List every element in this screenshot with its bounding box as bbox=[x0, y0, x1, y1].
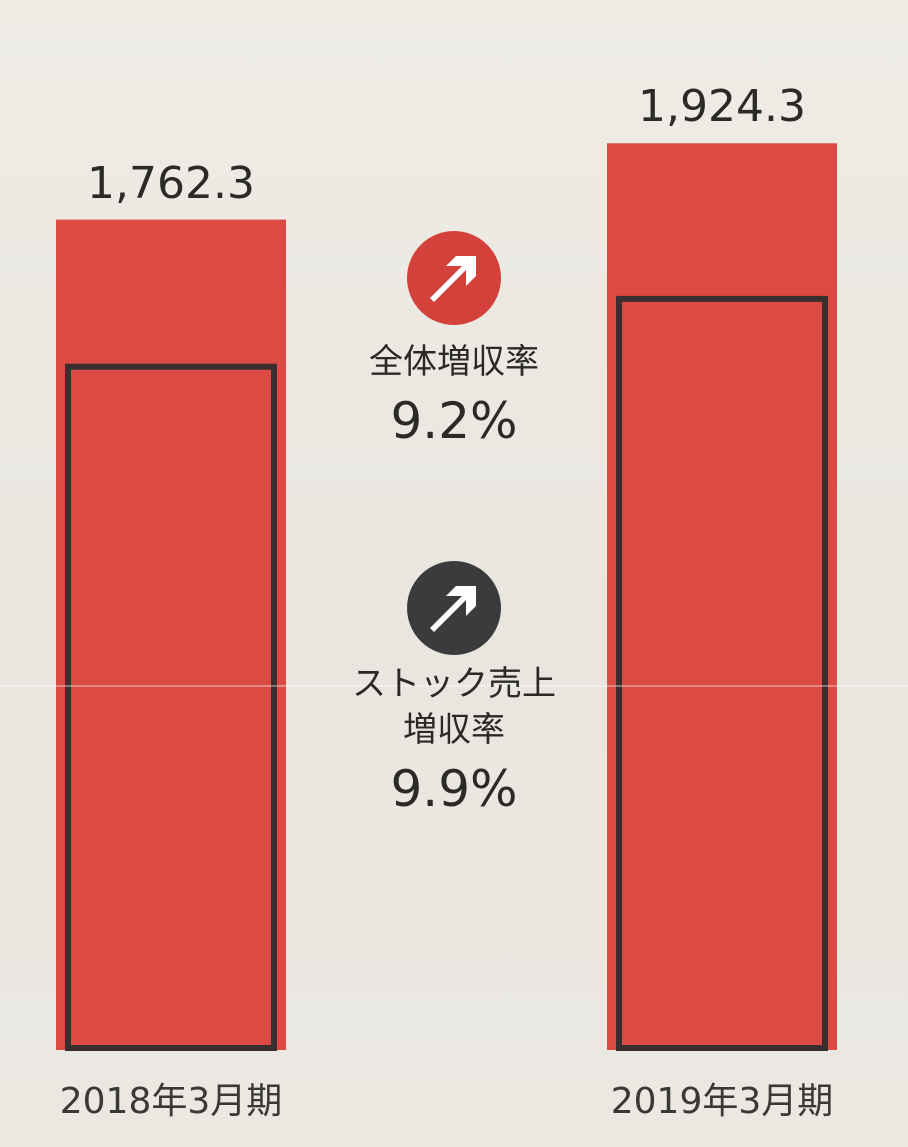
total-growth-label: 全体増収率 bbox=[369, 342, 539, 382]
stock-growth-value: 9.9% bbox=[390, 760, 518, 818]
bar-stock-segment-1 bbox=[616, 295, 828, 1051]
category-label-2019: 2019年3月期 bbox=[610, 1081, 834, 1122]
stock-growth-label-line-2: 増収率 bbox=[403, 710, 505, 750]
category-label-2018: 2018年3月期 bbox=[59, 1081, 283, 1122]
bar-stock-segment-0 bbox=[65, 363, 277, 1051]
arrow-up-right-icon bbox=[406, 230, 502, 326]
bar-total-label-2018: 1,762.3 bbox=[87, 157, 255, 209]
arrow-up-right-icon bbox=[406, 560, 502, 656]
total-growth-value: 9.2% bbox=[390, 392, 518, 450]
stock-growth-label-line-1: ストック売上 bbox=[352, 664, 556, 704]
bar-total-label-2019: 1,924.3 bbox=[638, 81, 806, 133]
